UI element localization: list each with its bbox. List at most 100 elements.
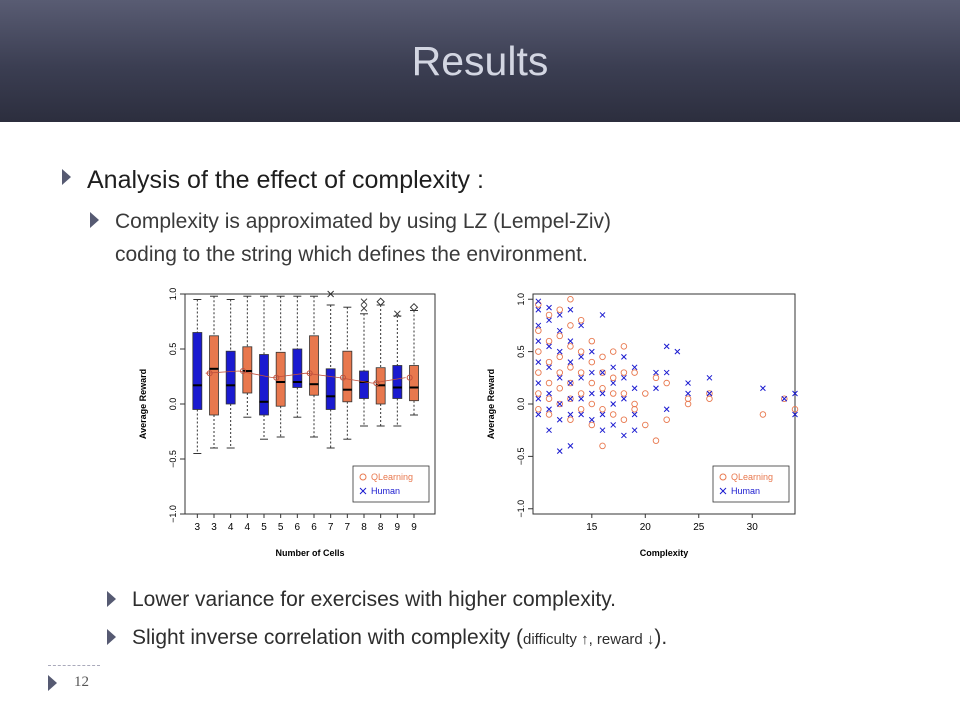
human-point	[631, 427, 638, 434]
qlearning-point	[599, 353, 606, 361]
y-tick-label: 0.5	[168, 343, 178, 356]
qlearning-point	[620, 343, 628, 350]
qlearning-point	[609, 411, 617, 418]
qlearning-point	[684, 400, 692, 408]
qlearning-point	[545, 379, 553, 387]
human-point	[546, 317, 552, 324]
human-point	[556, 401, 563, 407]
human-point	[588, 369, 595, 376]
x-stroke	[685, 390, 691, 397]
qlearning-point	[631, 405, 638, 413]
x-tick-label: 6	[311, 522, 317, 533]
x-stroke	[653, 369, 659, 376]
bullet-text-prefix: Slight inverse correlation with complexi…	[132, 626, 523, 649]
human-box	[292, 295, 303, 418]
human-point	[535, 359, 542, 365]
human-outlier	[327, 290, 335, 298]
x-stroke	[621, 354, 627, 360]
x-stroke	[760, 385, 766, 392]
box	[192, 332, 203, 410]
qlearning-point	[652, 374, 660, 382]
qlearning-point	[567, 416, 574, 423]
human-point	[556, 448, 563, 454]
human-point	[781, 395, 788, 402]
slide-title: Results	[411, 38, 549, 84]
box	[275, 351, 286, 407]
human-point	[556, 312, 563, 318]
x-stroke	[599, 411, 606, 418]
x-stroke	[359, 487, 367, 495]
x-stroke	[588, 348, 595, 355]
x-stroke	[556, 348, 563, 355]
qlearning-point	[652, 437, 660, 444]
y-tick-label: −1.0	[516, 500, 526, 518]
bullet-line: coding to the string which defines the e…	[115, 243, 588, 266]
qlearning-point	[642, 390, 649, 397]
legend-label-qlearning: QLearning	[731, 472, 773, 482]
qlearning-point	[545, 358, 553, 366]
qlearning-box	[375, 304, 386, 427]
qlearning-box	[275, 295, 286, 438]
qlearning-outlier	[376, 297, 385, 306]
qlearning-point	[535, 348, 542, 355]
qlearning-point	[545, 337, 553, 345]
qlearning-point	[567, 343, 574, 350]
human-box	[192, 299, 203, 454]
qlearning-point	[567, 295, 574, 303]
y-axis-label: Average Reward	[486, 369, 496, 439]
bullet-line: Complexity is approximated by using LZ (…	[115, 210, 612, 233]
human-point	[792, 411, 798, 418]
x-tick-label: 6	[295, 522, 301, 533]
human-outlier	[360, 304, 368, 312]
human-point	[578, 354, 584, 360]
qlearning-point	[588, 421, 596, 429]
human-point	[685, 390, 691, 397]
y-tick-label: 0.0	[516, 398, 526, 411]
x-stroke	[567, 395, 574, 402]
qlearning-point	[535, 301, 542, 308]
x-stroke	[535, 380, 542, 386]
qlearning-point	[588, 337, 596, 345]
mean-point	[373, 380, 380, 387]
qlearning-point	[545, 395, 553, 403]
x-stroke	[567, 443, 574, 449]
qlearning-point	[642, 421, 649, 429]
x-stroke	[610, 364, 617, 371]
y-tick-label: 0.0	[168, 398, 178, 411]
legend: QLearning Human	[352, 465, 430, 503]
box	[409, 365, 419, 402]
qlearning-box	[242, 295, 253, 418]
x-stroke	[621, 374, 627, 381]
x-stroke	[792, 390, 798, 397]
box	[359, 370, 369, 399]
human-point	[653, 385, 659, 392]
qlearning-point	[556, 332, 563, 340]
x-stroke	[781, 395, 788, 402]
x-tick-label: 3	[211, 522, 217, 533]
legend-label-qlearning: QLearning	[371, 472, 413, 482]
bullet-lower-variance: Lower variance for exercises with higher…	[107, 588, 616, 612]
x-stroke	[588, 416, 595, 423]
x-stroke	[546, 343, 552, 350]
x-tick-label: 7	[328, 522, 334, 533]
legend-marker-qlearning	[359, 473, 367, 481]
human-point	[621, 374, 627, 381]
title-bar: Results	[0, 0, 960, 122]
human-point	[760, 385, 766, 392]
human-point	[556, 416, 563, 423]
qlearning-outlier	[409, 302, 419, 312]
qlearning-point	[577, 369, 585, 376]
mean-point	[306, 370, 313, 377]
qlearning-point	[706, 395, 713, 403]
human-point	[621, 432, 627, 439]
qlearning-point	[545, 311, 553, 319]
human-point	[610, 422, 617, 428]
x-stroke	[535, 395, 542, 402]
qlearning-point	[535, 369, 542, 376]
x-axis-label: Number of Cells	[275, 548, 344, 558]
x-tick-label: 8	[378, 522, 384, 533]
qlearning-point	[663, 379, 670, 387]
human-point	[599, 427, 606, 434]
legend-marker-human	[719, 487, 727, 495]
qlearning-point	[588, 358, 596, 366]
